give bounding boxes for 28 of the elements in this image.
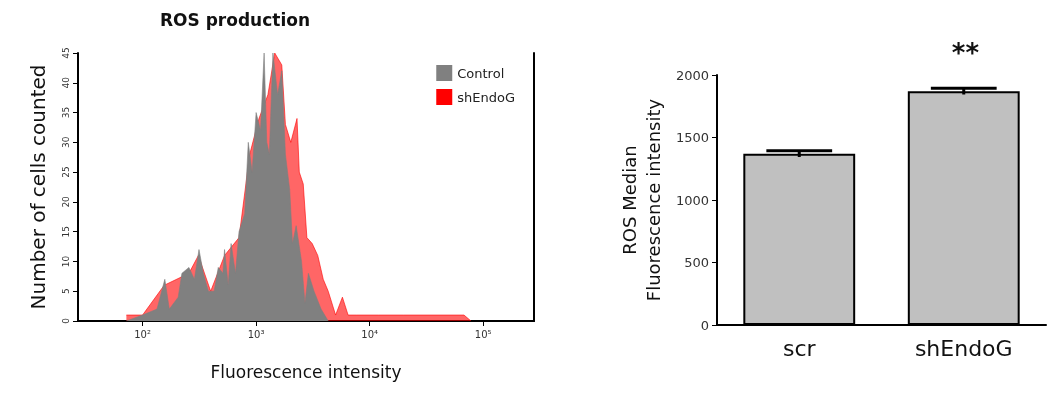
x-tick-label: 10³ xyxy=(247,328,265,340)
y-tick-label: 15 xyxy=(60,225,71,238)
x-tick-label: shEndoG xyxy=(914,335,1013,361)
y-tick-label: 10 xyxy=(60,255,71,268)
y-tick-label: 40 xyxy=(60,76,71,89)
y-tick-label: 500 xyxy=(684,255,709,270)
legend-label: shEndoG xyxy=(457,89,516,105)
y-axis-title: Number of cells counted xyxy=(26,64,50,310)
y-tick-label: 0 xyxy=(60,317,71,324)
y-tick-label: 2000 xyxy=(675,67,709,83)
y-tick-label: 1500 xyxy=(675,130,709,145)
y-tick-label: 5 xyxy=(60,288,71,295)
x-tick-label: 10² xyxy=(134,328,151,340)
y-tick-label: 30 xyxy=(60,136,71,149)
x-tick-label: 10⁴ xyxy=(361,328,379,340)
chart-title: ROS production xyxy=(159,9,311,30)
y-axis-title: ROS Median Fluorescence intensity xyxy=(618,98,664,302)
y-tick-label: 35 xyxy=(60,106,71,119)
x-tick-label: 10⁵ xyxy=(474,328,492,340)
y-tick-label: 25 xyxy=(60,166,71,178)
x-axis-title: Fluorescence intensity xyxy=(210,361,402,382)
y-tick-label: 20 xyxy=(60,195,71,208)
y-tick-label: 0 xyxy=(700,317,709,333)
y-tick-label: 1000 xyxy=(675,192,709,208)
x-tick-label: scr xyxy=(782,335,817,361)
text: ** xyxy=(951,38,980,68)
y-tick-label: 45 xyxy=(60,47,71,59)
legend-label: Control xyxy=(457,65,505,81)
